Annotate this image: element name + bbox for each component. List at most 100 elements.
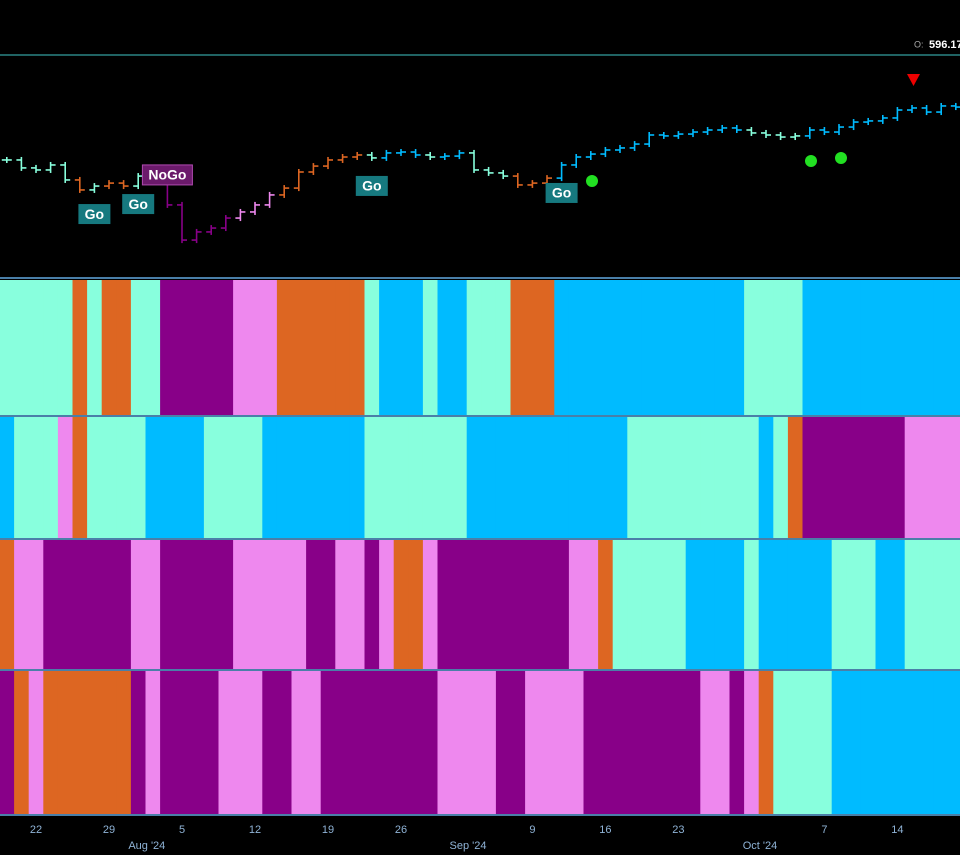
price-bar (600, 146, 611, 158)
heat-cell (0, 417, 15, 538)
heat-cell (802, 280, 818, 415)
heat-cell (28, 417, 44, 538)
heat-cell (831, 671, 847, 815)
heat-cell (28, 280, 44, 415)
heat-cell (831, 417, 847, 538)
heat-cell (890, 671, 906, 815)
heat-cell (554, 671, 570, 815)
heat-cell (627, 417, 643, 538)
heat-cell (481, 540, 497, 669)
heat-cell (583, 540, 599, 669)
heat-cell (875, 280, 891, 415)
price-bar (279, 185, 290, 198)
signal-dot (835, 152, 847, 164)
heat-cell (714, 417, 731, 538)
price-bar (498, 169, 509, 180)
heat-cell (379, 417, 395, 538)
price-bar (469, 149, 479, 173)
heat-cell (101, 671, 117, 815)
heat-cell (408, 540, 424, 669)
heat-cell (364, 671, 380, 815)
heat-cell (554, 280, 570, 415)
heat-cell (671, 280, 687, 415)
heat-cell (28, 671, 44, 815)
heat-cell (700, 417, 716, 538)
heat-cell (233, 671, 249, 815)
heat-cell (656, 417, 672, 538)
heat-cell (466, 671, 482, 815)
heat-cell (758, 280, 774, 415)
heat-cell (72, 540, 88, 669)
heat-cell (116, 540, 132, 669)
price-bar (688, 129, 698, 138)
heat-cell (393, 417, 409, 538)
heat-cell (510, 417, 526, 538)
heat-cell (817, 540, 833, 669)
heat-cell (948, 540, 960, 669)
heat-cell (773, 540, 789, 669)
price-bar (235, 208, 246, 222)
heat-cell (700, 671, 716, 815)
heat-cell (160, 671, 176, 815)
heat-cell (495, 671, 512, 815)
heat-cell (379, 540, 395, 669)
heat-cell (904, 417, 920, 538)
price-bar (819, 127, 830, 136)
x-axis: 22 29 5 12 19 26 9 16 23 7 14 Aug '24 Sep '24 Oct '24 (30, 824, 904, 852)
x-tick-label: 19 (322, 824, 334, 836)
go-label-box (78, 204, 111, 225)
price-bar (293, 168, 304, 192)
heat-cell (656, 280, 672, 415)
heat-cell (262, 540, 278, 669)
heat-cell (174, 280, 190, 415)
heat-cell (466, 540, 482, 669)
heat-cell (466, 280, 482, 415)
heat-cell (364, 540, 380, 669)
heat-cell (72, 671, 88, 815)
price-bar (834, 124, 844, 136)
price-bar (702, 127, 713, 136)
heat-cell (422, 417, 439, 538)
heat-cell (14, 671, 30, 815)
heat-cell (306, 280, 322, 415)
price-bar (775, 131, 786, 141)
month-label: Aug '24 (128, 840, 165, 852)
heat-cell (291, 540, 307, 669)
heat-cell (349, 540, 366, 669)
price-bar (16, 156, 27, 171)
heat-cell (890, 280, 906, 415)
heat-cell (846, 280, 862, 415)
heat-cell (612, 671, 628, 815)
heat-cell (846, 417, 862, 538)
heat-cell (335, 671, 351, 815)
heat-cell (933, 417, 950, 538)
price-bar (746, 127, 757, 136)
price-bar (45, 161, 56, 173)
heat-cell (233, 280, 249, 415)
heat-cell (627, 540, 643, 669)
heat-cell (539, 540, 555, 669)
heat-cell (101, 280, 117, 415)
heat-cell (320, 671, 336, 815)
price-bar (848, 119, 859, 131)
sell-signal (907, 74, 920, 86)
heat-cell (291, 280, 307, 415)
heat-cell (393, 280, 409, 415)
heat-cell (145, 671, 161, 815)
heat-cell (408, 280, 424, 415)
heat-cell (422, 280, 439, 415)
price-bar (118, 180, 129, 190)
price-bar (191, 228, 202, 244)
price-bar (396, 149, 406, 156)
heat-cell (875, 417, 891, 538)
heat-cell (817, 417, 833, 538)
heat-cell (729, 540, 745, 669)
heat-cell (919, 671, 935, 815)
heat-cell (320, 417, 336, 538)
heat-cell (116, 280, 132, 415)
heat-cell (583, 280, 599, 415)
heat-cell (189, 540, 205, 669)
price-bar (644, 131, 655, 148)
heat-cell (452, 417, 468, 538)
